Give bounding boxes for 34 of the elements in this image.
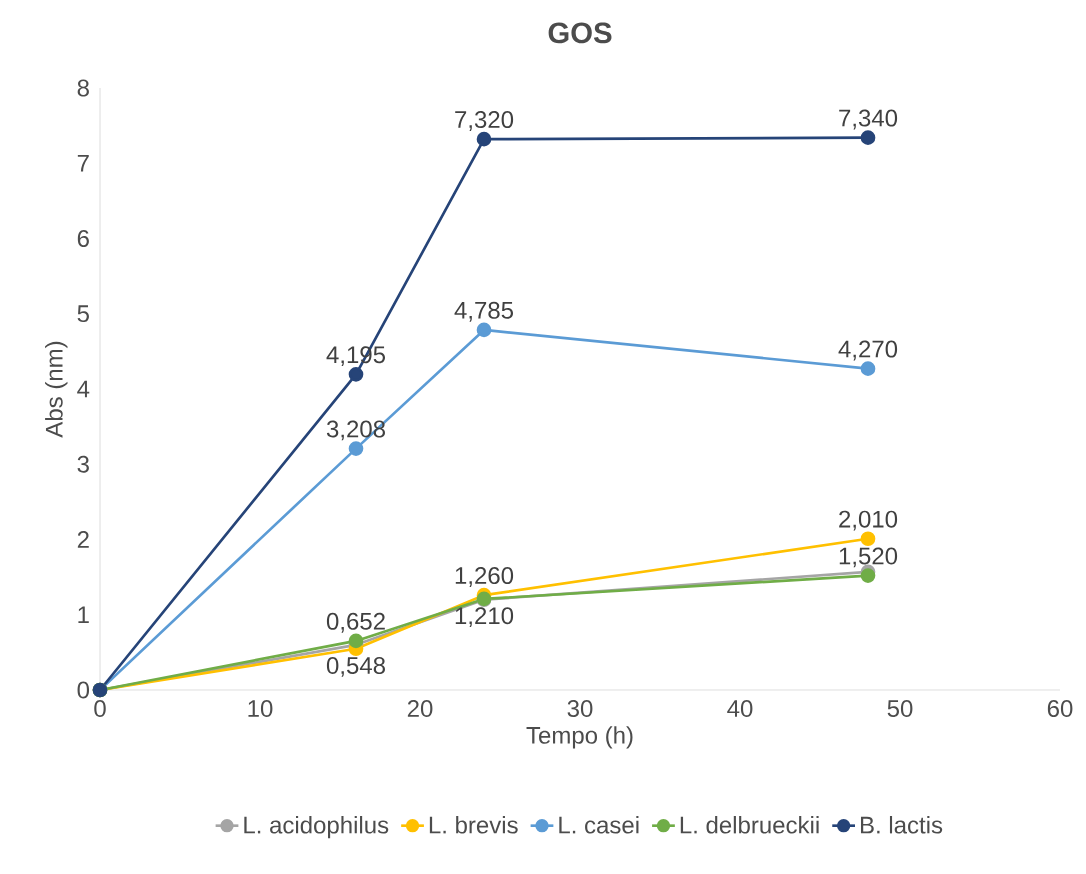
y-tick-label: 8: [77, 79, 89, 97]
x-axis-title: Tempo (h): [526, 726, 633, 749]
x-tick-label: 50: [887, 700, 913, 718]
chart-title: GOS: [548, 22, 612, 44]
y-tick-label: 7: [77, 154, 89, 172]
x-tick-label: 60: [1047, 700, 1073, 718]
legend-label: L. delbrueckii: [680, 815, 819, 834]
y-tick-label: 3: [77, 455, 89, 473]
data-label: 4,785: [454, 301, 514, 322]
data-label: 1,210: [455, 607, 514, 628]
y-tick-label: 0: [77, 681, 90, 699]
data-label: 0,548: [326, 657, 385, 677]
y-tick-label: 5: [77, 305, 89, 323]
x-tick-label: 20: [407, 700, 433, 718]
y-tick-label: 1: [78, 606, 89, 623]
data-label: 2,010: [839, 510, 898, 531]
x-tick-label: 40: [727, 700, 753, 718]
legend-label: L. brevis: [429, 815, 518, 834]
data-label: 1,260: [455, 567, 514, 587]
data-label: 1,520: [839, 547, 898, 568]
x-tick-label: 30: [567, 700, 593, 718]
data-label: 0,652: [326, 612, 385, 633]
legend-label: L. acidophilus: [244, 815, 389, 839]
y-tick-label: 2: [77, 531, 89, 548]
x-tick-label: 10: [248, 700, 273, 718]
data-label: 7,340: [839, 109, 898, 130]
x-tick-label: 0: [94, 700, 106, 718]
data-label: 4,270: [838, 340, 898, 361]
y-tick-label: 4: [77, 380, 90, 398]
legend-label: L. casei: [559, 815, 639, 834]
y-axis-title: Abs (nm): [45, 341, 68, 438]
y-tick-label: 6: [77, 229, 89, 247]
legend-label: B. lactis: [860, 815, 943, 834]
data-label: 7,320: [455, 111, 514, 131]
